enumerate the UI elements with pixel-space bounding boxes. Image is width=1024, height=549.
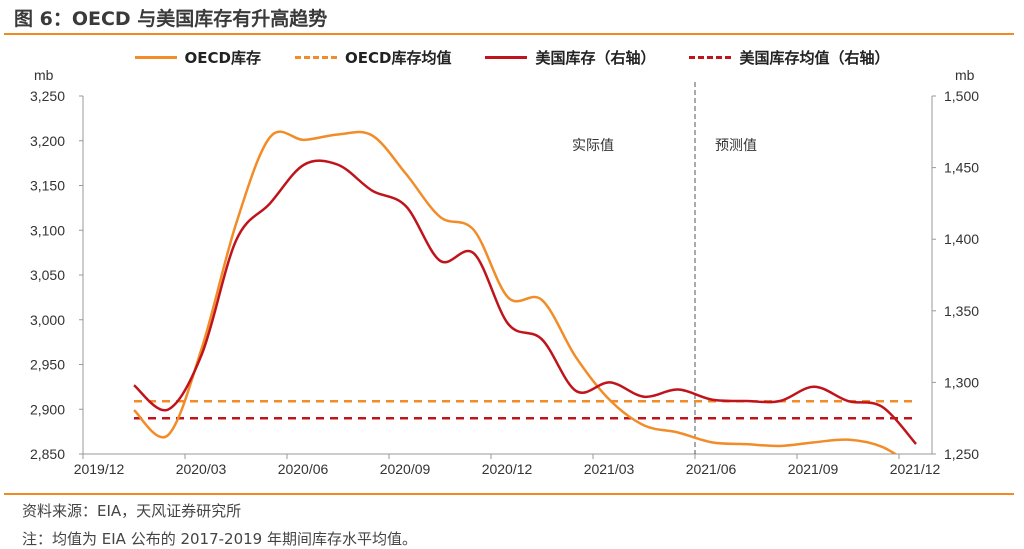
legend-label: 美国库存（右轴） [535, 49, 656, 67]
x-tick-label: 2021/12 [890, 461, 941, 477]
y-axis-unit: mb [34, 67, 54, 83]
y-tick-label: 3,150 [30, 178, 65, 194]
y-tick-label: 3,100 [30, 222, 65, 238]
y-tick-label: 3,050 [30, 267, 65, 283]
x-tick-label: 2020/12 [482, 461, 533, 477]
y-tick-label: 2,900 [30, 401, 65, 417]
y-tick-label: 3,200 [30, 133, 65, 149]
y2-tick-label: 1,500 [944, 88, 979, 104]
legend-swatch [294, 56, 337, 59]
title-divider [4, 33, 1014, 35]
legend-swatch [485, 56, 528, 59]
y-tick-label: 2,950 [30, 357, 65, 373]
y-tick-label: 3,000 [30, 312, 65, 328]
x-tick-label: 2020/09 [380, 461, 431, 477]
actual-label: 实际值 [572, 137, 614, 153]
x-tick-label: 2019/12 [74, 461, 125, 477]
legend: OECD库存 OECD库存均值 美国库存（右轴） 美国库存均值（右轴） [0, 47, 1024, 68]
y-tick-label: 3,250 [30, 88, 65, 104]
y2-tick-label: 1,350 [944, 303, 979, 319]
legend-item-us: 美国库存（右轴） [485, 47, 655, 68]
x-tick-label: 2021/09 [788, 461, 839, 477]
x-tick-label: 2021/03 [584, 461, 635, 477]
legend-label: OECD库存均值 [344, 49, 452, 67]
forecast-label: 预测值 [715, 137, 757, 153]
x-tick-label: 2020/06 [278, 461, 329, 477]
x-tick-label: 2021/06 [686, 461, 737, 477]
y2-tick-label: 1,450 [944, 160, 979, 176]
figure-title: 图 6：OECD 与美国库存有升高趋势 [14, 8, 328, 30]
x-tick-label: 2020/03 [176, 461, 227, 477]
y2-tick-label: 1,250 [944, 446, 979, 462]
legend-label: 美国库存均值（右轴） [739, 49, 890, 67]
legend-item-us-avg: 美国库存均值（右轴） [689, 47, 889, 68]
legend-swatch [689, 56, 732, 59]
legend-label: OECD库存 [184, 49, 261, 67]
y2-tick-label: 1,400 [944, 231, 979, 247]
note-text: 注：均值为 EIA 公布的 2017-2019 年期间库存水平均值。 [22, 530, 417, 548]
y-tick-label: 2,850 [30, 446, 65, 462]
y2-axis-unit: mb [955, 67, 975, 83]
y2-tick-label: 1,300 [944, 374, 979, 390]
us-inventory-line [133, 159, 917, 445]
legend-swatch [134, 56, 177, 59]
source-text: 资料来源：EIA，天风证券研究所 [22, 502, 242, 520]
legend-item-oecd: OECD库存 [134, 47, 261, 68]
legend-item-oecd-avg: OECD库存均值 [294, 47, 452, 68]
oecd-inventory-line [133, 130, 898, 454]
footer-divider [4, 493, 1014, 495]
